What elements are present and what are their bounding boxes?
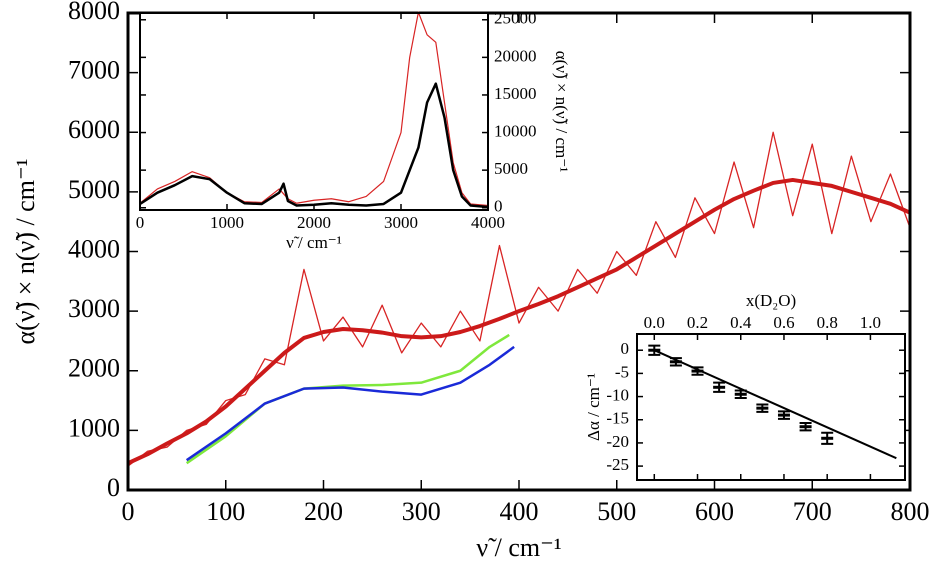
- plot-frame: [636, 333, 906, 481]
- x-tick-label: 1000: [210, 213, 244, 232]
- y-tick-label: 6000: [68, 115, 120, 144]
- y-tick-label: -10: [606, 385, 629, 404]
- x-tick-label: 0.6: [773, 313, 794, 332]
- x-tick-label: 600: [695, 497, 734, 526]
- x-tick-label: 100: [206, 497, 245, 526]
- y-axis-label: α(ν̃) × n(ν̃) / cm⁻¹: [552, 51, 571, 173]
- y-tick-label: -20: [606, 432, 629, 451]
- x-axis-label: ν̃ / cm⁻¹: [286, 233, 342, 252]
- x-tick-label: 0.4: [730, 313, 752, 332]
- data-line: [127, 177, 911, 465]
- y-tick-label: -15: [606, 409, 629, 428]
- x-tick-label: 1.0: [860, 313, 881, 332]
- x-tick-label: 0.0: [644, 313, 665, 332]
- x-tick-label: 300: [402, 497, 441, 526]
- y-tick-label: 0: [621, 339, 630, 358]
- y-tick-label: -5: [615, 362, 629, 381]
- data-line: [139, 82, 489, 209]
- x-axis-label: x(D₂O): [746, 291, 796, 310]
- y-tick-label: -25: [606, 455, 629, 474]
- y-tick-label: 8000: [68, 0, 120, 25]
- x-tick-label: 700: [793, 497, 832, 526]
- x-tick-label: 500: [597, 497, 636, 526]
- inset-background: [637, 334, 905, 480]
- y-axis-label: α(ν̃) × n(ν̃) / cm⁻¹: [11, 159, 40, 345]
- y-tick-label: 0: [494, 197, 503, 216]
- data-line: [185, 345, 515, 462]
- y-tick-label: 25000: [494, 9, 537, 28]
- x-tick-label: 200: [304, 497, 343, 526]
- y-tick-label: 3000: [68, 294, 120, 323]
- x-tick-label: 3000: [384, 213, 418, 232]
- y-tick-label: 15000: [494, 84, 537, 103]
- y-tick-label: 2000: [68, 354, 120, 383]
- x-tick-label: 0: [122, 497, 135, 526]
- y-tick-label: 10000: [494, 121, 537, 140]
- y-tick-label: 0: [107, 473, 120, 502]
- x-tick-label: 0.8: [817, 313, 838, 332]
- y-tick-label: 4000: [68, 234, 120, 263]
- x-tick-label: 400: [500, 497, 539, 526]
- data-line: [653, 349, 897, 460]
- y-tick-label: 5000: [68, 175, 120, 204]
- x-axis-label: ν̃ / cm⁻¹: [476, 533, 561, 562]
- y-tick-label: 20000: [494, 46, 537, 65]
- x-tick-label: 2000: [297, 213, 331, 232]
- y-tick-label: 5000: [494, 159, 528, 178]
- y-tick-label: 7000: [68, 56, 120, 85]
- y-tick-label: 1000: [68, 413, 120, 442]
- data-line: [127, 131, 911, 467]
- x-tick-label: 0: [136, 213, 145, 232]
- x-tick-label: 0.2: [687, 313, 708, 332]
- x-tick-label: 4000: [471, 213, 505, 232]
- x-tick-label: 800: [891, 497, 930, 526]
- y-axis-label: Δα / cm⁻¹: [584, 373, 603, 441]
